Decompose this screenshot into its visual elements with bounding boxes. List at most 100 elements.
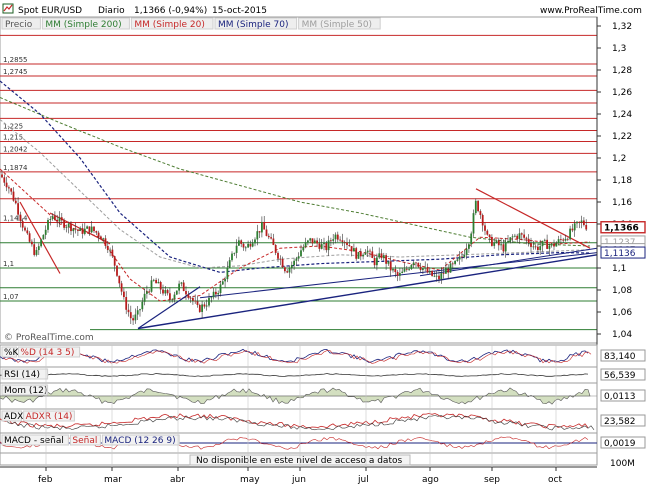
candle-body-213	[491, 237, 493, 246]
x-tick-label-3: may	[240, 475, 260, 485]
candle-body-218	[502, 244, 505, 252]
candle-body-91	[210, 297, 213, 299]
candle-body-152	[350, 246, 353, 252]
candle-body-177	[408, 269, 410, 270]
price-tag-box-0	[600, 221, 646, 234]
candle-body-249	[573, 223, 576, 231]
candle-body-246	[566, 238, 569, 240]
candle-body-122	[281, 258, 284, 268]
candle-body-166	[382, 255, 385, 259]
x-tick-label-7: sep	[484, 475, 500, 485]
y-tick-label-13: 1,06	[612, 308, 632, 318]
panel-label-4-0: MACD - señal	[4, 436, 64, 446]
y-tick-label-7: 1,18	[612, 176, 632, 186]
candle-body-134	[309, 238, 312, 241]
candle-body-135	[311, 238, 314, 244]
header-period: Diario	[98, 6, 125, 16]
candle-body-18	[42, 234, 45, 240]
candle-body-87	[201, 304, 203, 312]
panel-label-box-3-1	[23, 410, 75, 422]
candle-body-254	[585, 225, 588, 230]
candle-body-129	[297, 256, 300, 259]
candle-body-214	[493, 242, 496, 246]
panel-line-a-1	[0, 373, 589, 377]
candle-body-241	[555, 243, 558, 247]
header-site: www.ProRealTime.com	[540, 6, 642, 16]
chart-logo-icon-line	[3, 4, 13, 12]
candle-body-19	[44, 229, 47, 235]
candle-body-32	[74, 228, 77, 230]
candle-body-12	[28, 233, 31, 242]
candle-body-102	[235, 245, 238, 253]
candle-body-215	[495, 240, 498, 243]
trend-line-resist-3	[475, 188, 591, 249]
x-tick-label-2: abr	[170, 475, 185, 485]
level-label-2: 1,2745	[3, 68, 28, 76]
candle-body-253	[583, 220, 585, 226]
candle-body-4	[10, 188, 13, 192]
panel-line-a-0	[0, 348, 589, 363]
legend-box-1	[41, 17, 130, 30]
candle-body-139	[320, 244, 323, 249]
candle-body-70	[162, 289, 164, 294]
legend-item-2: MM (Simple 20)	[134, 20, 204, 30]
candle-body-252	[580, 220, 583, 223]
candle-body-61	[141, 301, 144, 310]
candle-body-184	[424, 267, 427, 269]
candle-body-243	[560, 239, 562, 240]
y-tick-label-11: 1,1	[612, 264, 626, 274]
candle-body-113	[261, 221, 263, 233]
candle-body-217	[500, 244, 502, 246]
candle-body-154	[355, 248, 358, 259]
candle-body-149	[343, 242, 346, 243]
candle-body-163	[376, 257, 378, 266]
candle-body-250	[576, 221, 578, 224]
candle-body-44	[102, 238, 105, 240]
y-tick-label-6: 1,2	[612, 154, 626, 164]
x-tick-label-1: mar	[104, 475, 122, 485]
panel-value-box-4	[600, 436, 646, 449]
candle-body-74	[171, 299, 174, 301]
candle-body-96	[221, 281, 224, 285]
level-label-15: 1,07	[3, 293, 19, 301]
candle-body-248	[571, 228, 574, 231]
legend-item-0: Precio	[5, 20, 33, 30]
header-instrument: Spot EUR/USD	[18, 6, 82, 16]
candle-body-92	[212, 291, 215, 298]
candle-body-186	[428, 270, 431, 273]
trend-line-low	[419, 247, 598, 277]
candle-body-21	[49, 218, 52, 220]
panel-label-box-4-1	[69, 434, 101, 446]
panel-area-2	[0, 387, 591, 405]
candle-body-49	[113, 256, 116, 266]
candle-body-107	[247, 243, 249, 248]
candle-body-81	[187, 294, 190, 298]
panel-value-box-1	[600, 368, 646, 381]
candle-body-13	[31, 241, 33, 245]
panel-line-a-3	[0, 413, 589, 429]
candle-body-242	[557, 239, 560, 244]
x-tick-label-4: jun	[291, 475, 306, 485]
price-tag-3: 1,1136	[604, 249, 636, 259]
candle-body-5	[12, 191, 15, 201]
candle-body-240	[553, 243, 555, 247]
panel-value-2: 0,0113	[604, 392, 636, 402]
panel-label-box-1-0	[1, 368, 49, 380]
footer-notice: No disponible en este nivel de acceso a …	[196, 456, 402, 466]
candle-body-165	[380, 253, 383, 259]
candle-body-175	[403, 268, 406, 272]
legend: Precio MM (Simple 200) MM (Simple 20) MM (S…	[1, 17, 381, 30]
candle-body-119	[274, 244, 277, 253]
candle-body-65	[150, 280, 153, 292]
candle-body-42	[97, 232, 100, 237]
candle-body-46	[106, 246, 109, 251]
volume-label: 100M	[610, 459, 635, 469]
panel-value-3: 23,582	[604, 417, 636, 427]
candle-body-223	[514, 235, 516, 237]
candle-body-125	[288, 267, 291, 273]
y-tick-label-12: 1,08	[612, 286, 632, 296]
candle-body-109	[251, 243, 254, 247]
candle-body-68	[157, 281, 160, 284]
candle-body-83	[192, 297, 194, 301]
